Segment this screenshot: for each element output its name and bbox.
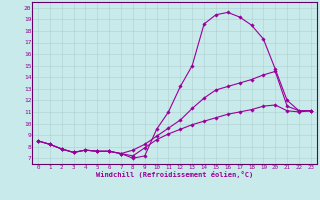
- X-axis label: Windchill (Refroidissement éolien,°C): Windchill (Refroidissement éolien,°C): [96, 171, 253, 178]
